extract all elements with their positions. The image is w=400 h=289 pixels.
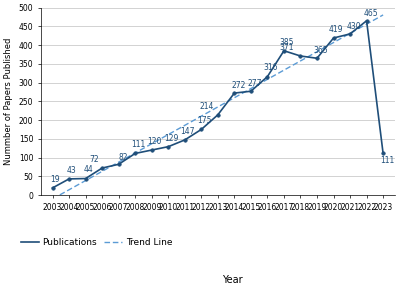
Text: 272: 272 <box>231 81 246 90</box>
Text: 214: 214 <box>200 102 214 111</box>
Text: 43: 43 <box>67 166 77 175</box>
Text: 111: 111 <box>131 140 145 149</box>
Publications <box>199 128 204 131</box>
Text: 277: 277 <box>248 79 262 88</box>
Publications <box>83 177 88 180</box>
Text: 419: 419 <box>329 25 344 34</box>
Text: 111: 111 <box>380 155 394 164</box>
Text: Year: Year <box>222 275 242 285</box>
Text: 72: 72 <box>89 155 99 164</box>
Trend Line <box>83 179 88 182</box>
Text: 44: 44 <box>84 165 93 174</box>
Trend Line <box>381 13 386 17</box>
Trend Line <box>116 160 121 164</box>
Trend Line <box>199 114 204 118</box>
Trend Line <box>348 32 352 35</box>
Text: 120: 120 <box>147 137 162 146</box>
Trend Line <box>182 124 187 127</box>
Y-axis label: Nummber of Papers Published: Nummber of Papers Published <box>4 38 13 165</box>
Trend Line <box>166 133 171 136</box>
Publications <box>67 177 72 181</box>
Publications <box>298 54 303 58</box>
Text: 365: 365 <box>314 47 328 55</box>
Publications <box>381 152 386 155</box>
Trend Line <box>331 41 336 44</box>
Publications <box>348 32 352 36</box>
Trend Line <box>248 87 253 90</box>
Trend Line <box>315 50 320 53</box>
Text: 385: 385 <box>280 38 294 47</box>
Publications <box>282 49 286 53</box>
Line: Publications: Publications <box>51 19 385 190</box>
Publications <box>166 145 171 149</box>
Publications <box>331 36 336 40</box>
Text: 129: 129 <box>164 134 178 142</box>
Trend Line <box>232 96 237 99</box>
Publications <box>116 162 121 166</box>
Publications <box>182 138 187 142</box>
Trend Line <box>282 68 286 72</box>
Publications <box>100 166 104 170</box>
Text: 82: 82 <box>118 153 128 162</box>
Text: 147: 147 <box>180 127 195 136</box>
Publications <box>315 57 320 60</box>
Text: 430: 430 <box>347 22 362 31</box>
Trend Line <box>67 188 72 192</box>
Publications <box>248 90 253 93</box>
Publications <box>364 19 369 23</box>
Trend Line <box>265 78 270 81</box>
Trend Line <box>298 59 303 63</box>
Trend Line <box>364 22 369 26</box>
Text: 19: 19 <box>50 175 60 184</box>
Publications <box>149 148 154 152</box>
Publications <box>265 75 270 78</box>
Publications <box>216 113 220 116</box>
Trend Line <box>100 170 104 173</box>
Text: 316: 316 <box>263 64 278 73</box>
Publications <box>50 186 55 190</box>
Trend Line <box>50 197 55 201</box>
Trend Line <box>133 151 138 155</box>
Trend Line <box>216 105 220 109</box>
Legend: Publications, Trend Line: Publications, Trend Line <box>17 234 176 251</box>
Line: Trend Line: Trend Line <box>52 15 383 199</box>
Text: 175: 175 <box>197 116 211 125</box>
Text: 465: 465 <box>364 9 378 18</box>
Publications <box>232 91 237 95</box>
Publications <box>133 152 138 155</box>
Text: 371: 371 <box>279 43 294 52</box>
Trend Line <box>149 142 154 145</box>
